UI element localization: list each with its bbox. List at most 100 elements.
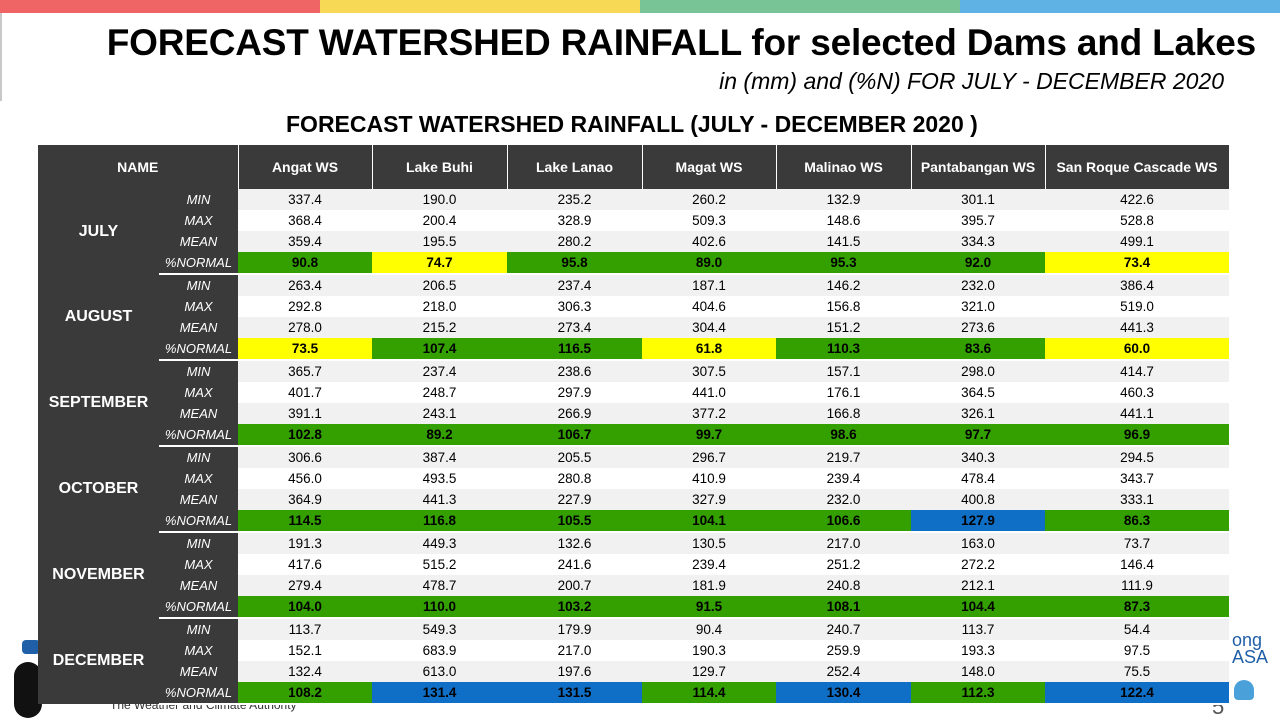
color-bar-red bbox=[0, 0, 320, 13]
month-label: SEPTEMBER bbox=[38, 360, 159, 446]
table-row: AUGUST MIN 263.4 206.5 237.4 187.1 146.2 232.0 3… bbox=[38, 274, 1229, 360]
value-cell: 239.4 bbox=[642, 554, 776, 575]
percent-normal-cell: 131.5 bbox=[507, 682, 642, 705]
percent-normal-cell: 116.8 bbox=[372, 510, 507, 533]
stat-label: MAX bbox=[159, 468, 238, 489]
column-header: San Roque Cascade WS bbox=[1045, 145, 1230, 189]
header-row: NAME Angat WS Lake Buhi Lake Lanao Magat… bbox=[38, 145, 1230, 189]
percent-normal-cell: 73.5 bbox=[238, 338, 372, 361]
percent-normal-cell: 91.5 bbox=[642, 596, 776, 619]
value-cell: 387.4 bbox=[372, 446, 507, 468]
percent-normal-cell: 98.6 bbox=[776, 424, 911, 447]
pagasa-logo bbox=[14, 640, 42, 720]
stat-label: %NORMAL bbox=[159, 252, 238, 275]
value-cell: 386.4 bbox=[1045, 274, 1229, 296]
table-row: MEAN 278.0 215.2 273.4 304.4 151.2 273.6 441.3 bbox=[38, 317, 1229, 338]
percent-normal-cell: 60.0 bbox=[1045, 338, 1229, 361]
value-cell: 176.1 bbox=[776, 382, 911, 403]
column-header: Lake Buhi bbox=[372, 145, 508, 189]
percent-normal-cell: 104.1 bbox=[642, 510, 776, 533]
right-logo: ong ASA bbox=[1232, 631, 1268, 700]
value-cell: 306.3 bbox=[507, 296, 642, 317]
table-row: %NORMAL 90.8 74.7 95.8 89.0 95.3 92.0 73.4 bbox=[38, 252, 1229, 275]
value-cell: 141.5 bbox=[776, 231, 911, 252]
percent-normal-cell: 110.3 bbox=[776, 338, 911, 361]
color-bar-yellow bbox=[320, 0, 640, 13]
value-cell: 334.3 bbox=[911, 231, 1045, 252]
value-cell: 132.6 bbox=[507, 532, 642, 554]
percent-normal-cell: 108.2 bbox=[238, 682, 372, 705]
stat-label: MEAN bbox=[159, 489, 238, 510]
value-cell: 248.7 bbox=[372, 382, 507, 403]
table-row: MAX 292.8 218.0 306.3 404.6 156.8 321.0 519.0 bbox=[38, 296, 1229, 317]
value-cell: 132.9 bbox=[776, 189, 911, 210]
value-cell: 190.0 bbox=[372, 189, 507, 210]
month-label: AUGUST bbox=[38, 274, 159, 360]
value-cell: 297.9 bbox=[507, 382, 642, 403]
column-header: Magat WS bbox=[642, 145, 777, 189]
table-row: MEAN 132.4 613.0 197.6 129.7 252.4 148.0 75.5 bbox=[38, 661, 1229, 682]
percent-normal-cell: 86.3 bbox=[1045, 510, 1229, 533]
percent-normal-cell: 122.4 bbox=[1045, 682, 1229, 705]
percent-normal-cell: 90.8 bbox=[238, 252, 372, 275]
value-cell: 456.0 bbox=[238, 468, 372, 489]
value-cell: 478.7 bbox=[372, 575, 507, 596]
value-cell: 111.9 bbox=[1045, 575, 1229, 596]
value-cell: 364.9 bbox=[238, 489, 372, 510]
value-cell: 478.4 bbox=[911, 468, 1045, 489]
value-cell: 240.8 bbox=[776, 575, 911, 596]
percent-normal-cell: 73.4 bbox=[1045, 252, 1229, 275]
value-cell: 280.2 bbox=[507, 231, 642, 252]
stat-label: MIN bbox=[159, 618, 238, 640]
value-cell: 129.7 bbox=[642, 661, 776, 682]
value-cell: 359.4 bbox=[238, 231, 372, 252]
stat-label: MAX bbox=[159, 382, 238, 403]
value-cell: 148.6 bbox=[776, 210, 911, 231]
value-cell: 181.9 bbox=[642, 575, 776, 596]
table-row: %NORMAL 108.2 131.4 131.5 114.4 130.4 112.3 122… bbox=[38, 682, 1229, 705]
value-cell: 54.4 bbox=[1045, 618, 1229, 640]
value-cell: 200.7 bbox=[507, 575, 642, 596]
value-cell: 328.9 bbox=[507, 210, 642, 231]
value-cell: 266.9 bbox=[507, 403, 642, 424]
value-cell: 441.0 bbox=[642, 382, 776, 403]
value-cell: 113.7 bbox=[911, 618, 1045, 640]
value-cell: 219.7 bbox=[776, 446, 911, 468]
stat-label: MIN bbox=[159, 189, 238, 210]
percent-normal-cell: 108.1 bbox=[776, 596, 911, 619]
value-cell: 217.0 bbox=[776, 532, 911, 554]
value-cell: 298.0 bbox=[911, 360, 1045, 382]
table-row: MAX 152.1 683.9 217.0 190.3 259.9 193.3 97.5 bbox=[38, 640, 1229, 661]
value-cell: 321.0 bbox=[911, 296, 1045, 317]
percent-normal-cell: 97.7 bbox=[911, 424, 1045, 447]
table-row: MEAN 279.4 478.7 200.7 181.9 240.8 212.1 111.9 bbox=[38, 575, 1229, 596]
percent-normal-cell: 96.9 bbox=[1045, 424, 1229, 447]
month-label: NOVEMBER bbox=[38, 532, 159, 618]
column-header: Pantabangan WS bbox=[911, 145, 1046, 189]
value-cell: 212.1 bbox=[911, 575, 1045, 596]
value-cell: 235.2 bbox=[507, 189, 642, 210]
table-row: %NORMAL 102.8 89.2 106.7 99.7 98.6 97.7 96.9 bbox=[38, 424, 1229, 447]
stat-label: %NORMAL bbox=[159, 338, 238, 361]
percent-normal-cell: 89.0 bbox=[642, 252, 776, 275]
percent-normal-cell: 61.8 bbox=[642, 338, 776, 361]
value-cell: 365.7 bbox=[238, 360, 372, 382]
value-cell: 238.6 bbox=[507, 360, 642, 382]
value-cell: 217.0 bbox=[507, 640, 642, 661]
table-title: FORECAST WATERSHED RAINFALL (JULY - DECE… bbox=[286, 111, 978, 137]
value-cell: 132.4 bbox=[238, 661, 372, 682]
table-row: MEAN 364.9 441.3 227.9 327.9 232.0 400.8 333.1 bbox=[38, 489, 1229, 510]
stat-label: %NORMAL bbox=[159, 510, 238, 533]
value-cell: 395.7 bbox=[911, 210, 1045, 231]
value-cell: 252.4 bbox=[776, 661, 911, 682]
value-cell: 218.0 bbox=[372, 296, 507, 317]
stat-label: MEAN bbox=[159, 575, 238, 596]
column-header: Malinao WS bbox=[776, 145, 912, 189]
value-cell: 151.2 bbox=[776, 317, 911, 338]
value-cell: 441.1 bbox=[1045, 403, 1229, 424]
slide-title: FORECAST WATERSHED RAINFALL for selected… bbox=[106, 22, 1256, 63]
percent-normal-cell: 83.6 bbox=[911, 338, 1045, 361]
value-cell: 205.5 bbox=[507, 446, 642, 468]
percent-normal-cell: 131.4 bbox=[372, 682, 507, 705]
stat-label: MAX bbox=[159, 554, 238, 575]
